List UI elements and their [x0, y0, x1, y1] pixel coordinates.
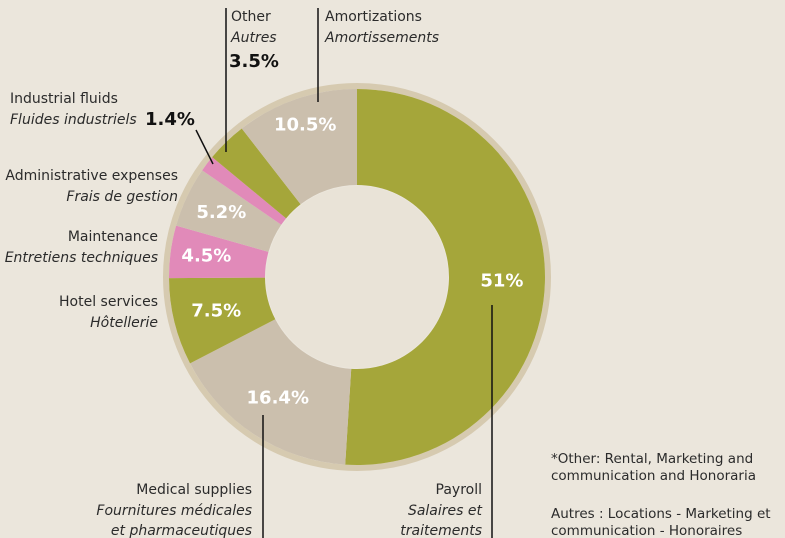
category-label-fr: et pharmaceutiques — [111, 523, 252, 538]
donut-segment — [190, 319, 352, 465]
category-label: Other — [231, 9, 271, 25]
category-label: Amortizations — [325, 9, 422, 25]
donut-segment — [345, 89, 545, 465]
donut-segment — [169, 225, 269, 279]
value-label: 7.5% — [191, 301, 241, 322]
donut-segment — [169, 277, 276, 364]
category-label-fr: Autres — [230, 30, 277, 46]
value-label: 16.4% — [247, 387, 309, 408]
donut-hole — [266, 186, 448, 368]
value-label: 5.2% — [196, 202, 246, 223]
footnote: communication - Honoraires — [551, 523, 742, 538]
value-label: 51% — [480, 271, 523, 292]
footnote: communication and Honoraria — [551, 468, 756, 484]
value-label: 1.4% — [145, 109, 195, 130]
category-label-fr: Hôtellerie — [90, 315, 158, 331]
value-label: 10.5% — [274, 115, 336, 136]
donut-segment — [176, 170, 282, 252]
category-label-fr: Entretiens techniques — [5, 250, 158, 266]
donut-segment — [241, 89, 357, 205]
value-label: 4.5% — [181, 246, 231, 267]
leader-line — [195, 129, 214, 165]
footnote: Autres : Locations - Marketing et — [551, 506, 771, 522]
category-label: Hotel services — [59, 294, 158, 310]
category-label: Industrial fluids — [10, 91, 118, 107]
donut-segment — [202, 157, 287, 225]
category-label-fr: Fournitures médicales — [96, 503, 252, 519]
category-label-fr: Fluides industriels — [10, 112, 137, 128]
category-label-fr: Frais de gestion — [66, 189, 178, 205]
donut-border — [163, 83, 551, 471]
category-label: Maintenance — [68, 229, 158, 245]
category-label-fr: Salaires et — [408, 503, 483, 519]
category-label-fr: Amortissements — [324, 30, 439, 46]
category-label: Payroll — [436, 482, 482, 498]
donut-segment — [212, 128, 301, 219]
footnote: *Other: Rental, Marketing and — [551, 451, 753, 467]
value-label: 3.5% — [229, 51, 279, 72]
category-label: Medical supplies — [136, 482, 252, 498]
category-label-fr: traitements — [400, 523, 482, 538]
category-label: Administrative expenses — [5, 168, 178, 184]
